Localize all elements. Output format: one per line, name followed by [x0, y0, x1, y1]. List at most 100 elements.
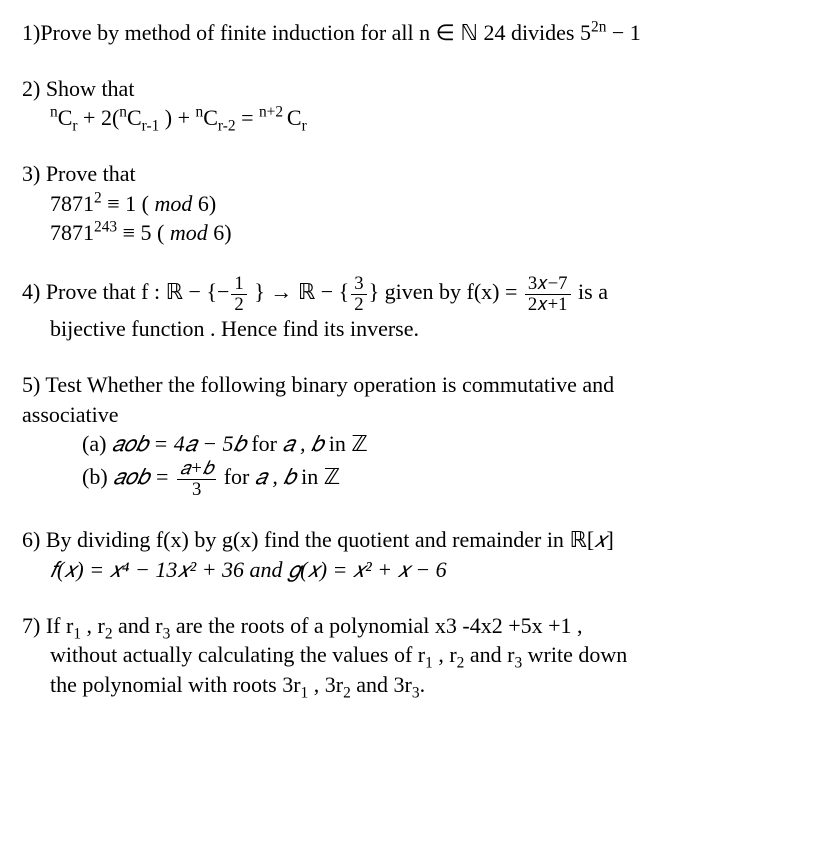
q7-text: and r	[464, 642, 514, 667]
q5-lead: 5) Test Whether the following binary ope…	[22, 370, 810, 400]
q3-congr: ≡ 1 (	[102, 191, 155, 216]
q3-exp: 2	[94, 189, 102, 206]
q6-text: 6) By dividing f(x) by g(x) find the quo…	[22, 527, 569, 552]
q4-text: is a	[573, 279, 608, 304]
q7-text: write down	[522, 642, 627, 667]
bracket: ]	[606, 527, 613, 552]
real-numbers-symbol: ℝ	[569, 527, 586, 552]
q4-text: } given by f(x) =	[369, 279, 523, 304]
q3-lead: 3) Prove that	[22, 159, 810, 189]
denominator: 3	[177, 479, 216, 500]
presup: n+2	[259, 104, 287, 121]
c-symbol: C	[58, 105, 73, 130]
question-1: 1)Prove by method of finite induction fo…	[22, 18, 810, 48]
c-symbol: C	[287, 105, 302, 130]
q5-part-b: (b) 𝑎𝑜𝑏 = 𝑎+𝑏3 for 𝑎 , 𝑏 in ℤ	[22, 459, 810, 499]
q7-text: , r	[81, 613, 105, 638]
question-6: 6) By dividing f(x) by g(x) find the quo…	[22, 525, 810, 584]
part-label: (a)	[82, 431, 112, 456]
integers-symbol: ℤ	[324, 464, 340, 489]
vars: 𝑎 , 𝑏	[283, 431, 324, 456]
q3-line2: 7871243 ≡ 5 ( mod 6)	[22, 218, 810, 248]
q1-text-b: 24 divides 5	[478, 20, 591, 45]
sub: 2	[343, 685, 351, 702]
real-numbers-symbol: ℝ	[298, 279, 315, 304]
question-7: 7) If r1 , r2 and r3 are the roots of a …	[22, 611, 810, 700]
in-text: in	[323, 431, 351, 456]
fraction-three-half: 32	[351, 274, 366, 314]
q7-text: and 3r	[351, 672, 412, 697]
q3-tail: 6)	[208, 220, 232, 245]
expression: 𝑎𝑜𝑏 =	[113, 464, 175, 489]
q7-line3: the polynomial with roots 3r1 , 3r2 and …	[22, 670, 810, 700]
sub: r	[302, 118, 307, 135]
sub: 1	[425, 655, 433, 672]
for-text: for	[218, 464, 255, 489]
q5-part-a: (a) 𝑎𝑜𝑏 = 4𝑎 − 5𝑏 for 𝑎 , 𝑏 in ℤ	[22, 429, 810, 459]
mod-keyword: mod	[170, 220, 208, 245]
q3-num: 7871	[50, 220, 94, 245]
denominator: 2	[231, 294, 246, 315]
q3-num: 7871	[50, 191, 94, 216]
q5-lead2: associative	[22, 400, 810, 430]
q7-text: , 3r	[308, 672, 343, 697]
q6-line2: 𝑓(𝑥) = 𝑥⁴ − 13𝑥² + 36 and 𝑔(𝑥) = 𝑥² + 𝑥 …	[22, 555, 810, 585]
question-3: 3) Prove that 78712 ≡ 1 ( mod 6) 7871243…	[22, 159, 810, 248]
q4-text: − {−	[183, 279, 229, 304]
denominator: 2	[351, 294, 366, 315]
q3-line1: 78712 ≡ 1 ( mod 6)	[22, 189, 810, 219]
q7-text: , r	[433, 642, 457, 667]
q7-text: the polynomial with roots 3r	[50, 672, 301, 697]
q3-exp: 243	[94, 219, 117, 236]
in-text: in	[296, 464, 324, 489]
part-label: (b)	[82, 464, 113, 489]
q1-exponent: 2n	[591, 19, 606, 36]
q4-line1: 4) Prove that f : ℝ − {−12 } → ℝ − {32} …	[22, 274, 810, 314]
mod-keyword: mod	[154, 191, 192, 216]
q6-line1: 6) By dividing f(x) by g(x) find the quo…	[22, 525, 810, 555]
q4-text: 4) Prove that f :	[22, 279, 166, 304]
q1-text: 1)Prove by method of finite induction fo…	[22, 20, 436, 45]
q7-text: without actually calculating the values …	[50, 642, 425, 667]
natural-numbers-symbol: ℕ	[460, 20, 478, 45]
q7-text: .	[420, 672, 426, 697]
question-2: 2) Show that nCr + 2(nCr-1 ) + nCr-2 = n…	[22, 74, 810, 133]
equals: =	[236, 105, 259, 130]
numerator: 3𝑥−7	[525, 274, 571, 294]
q7-text: and r	[113, 613, 163, 638]
expression: 𝑎𝑜𝑏 = 4𝑎 − 5𝑏	[112, 431, 246, 456]
real-numbers-symbol: ℝ	[166, 279, 183, 304]
sub: 3	[412, 685, 420, 702]
question-4: 4) Prove that f : ℝ − {−12 } → ℝ − {32} …	[22, 274, 810, 344]
denominator: 2𝑥+1	[525, 294, 571, 315]
close-paren: ) +	[159, 105, 195, 130]
q2-equation: nCr + 2(nCr-1 ) + nCr-2 = n+2 Cr	[22, 103, 810, 133]
q2-lead: 2) Show that	[22, 74, 810, 104]
fraction-fx: 3𝑥−72𝑥+1	[525, 274, 571, 314]
numerator: 1	[231, 274, 246, 294]
numerator: 3	[351, 274, 366, 294]
integers-symbol: ℤ	[351, 431, 367, 456]
question-5: 5) Test Whether the following binary ope…	[22, 370, 810, 499]
q7-text: are the roots of a polynomial x3 -4x2 +5…	[170, 613, 582, 638]
plus: + 2(	[78, 105, 120, 130]
q4-text: − {	[315, 279, 349, 304]
vars: 𝑎 , 𝑏	[255, 464, 296, 489]
element-of-symbol: ∈	[436, 20, 455, 45]
q1-text-c: − 1	[606, 20, 640, 45]
sub: r-1	[142, 118, 160, 135]
sub: 3	[514, 655, 522, 672]
q7-line2: without actually calculating the values …	[22, 640, 810, 670]
fraction-aob: 𝑎+𝑏3	[177, 459, 216, 499]
q4-text: } →	[249, 279, 298, 304]
fraction-half: 12	[231, 274, 246, 314]
q7-text: 7) If r	[22, 613, 73, 638]
q3-tail: 6)	[192, 191, 216, 216]
q3-congr: ≡ 5 (	[117, 220, 170, 245]
q4-line2: bijective function . Hence find its inve…	[22, 314, 810, 344]
sub: r-2	[218, 118, 236, 135]
presup: n	[119, 104, 127, 121]
numerator: 𝑎+𝑏	[177, 459, 216, 479]
c-symbol: C	[127, 105, 142, 130]
presup: n	[50, 104, 58, 121]
